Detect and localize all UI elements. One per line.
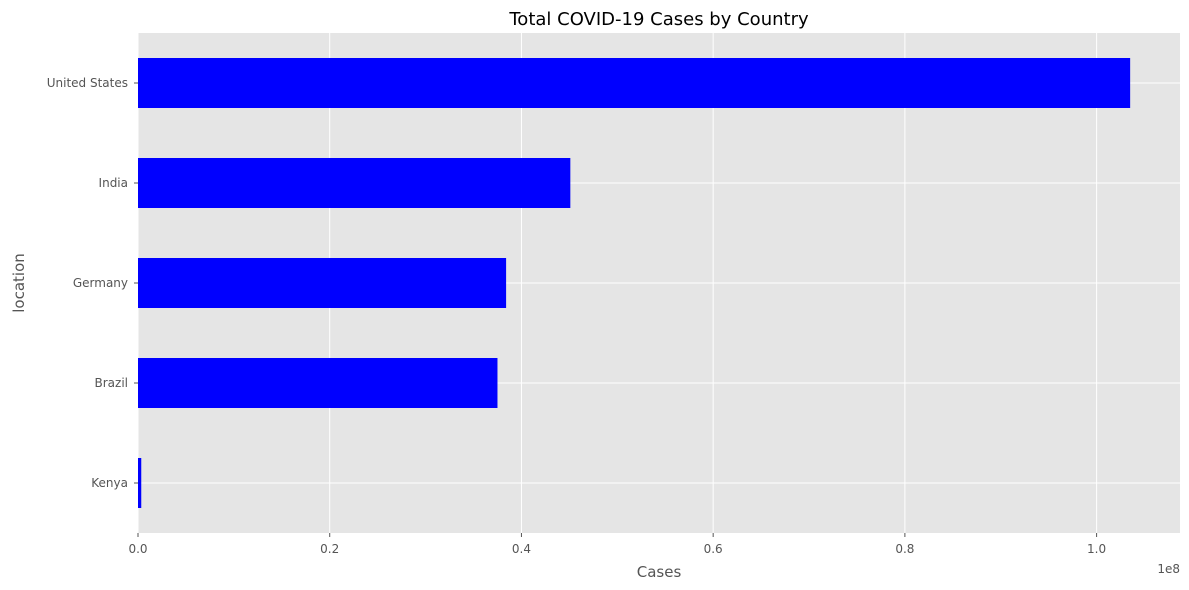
y-axis-label: location — [10, 253, 28, 313]
y-tick-label: Kenya — [91, 476, 128, 490]
bar-united-states — [138, 58, 1131, 108]
x-tick-label: 0.6 — [704, 542, 723, 556]
x-axis-offset-label: 1e8 — [1157, 562, 1180, 576]
x-axis-ticks: 0.0 0.2 0.4 0.6 0.8 1.0 — [128, 533, 1106, 556]
y-tick-label: Brazil — [95, 376, 129, 390]
x-tick-label: 1.0 — [1087, 542, 1106, 556]
y-tick-label: India — [99, 176, 128, 190]
x-axis-label: Cases — [637, 563, 682, 581]
x-tick-label: 0.2 — [320, 542, 339, 556]
y-tick-label: Germany — [73, 276, 128, 290]
x-tick-label: 0.0 — [128, 542, 147, 556]
y-axis-ticks: Kenya Brazil Germany India United States — [47, 76, 138, 490]
bar-kenya — [138, 458, 142, 508]
bar-brazil — [138, 358, 498, 408]
bar-india — [138, 158, 571, 208]
chart-title: Total COVID-19 Cases by Country — [508, 9, 809, 30]
bars — [138, 58, 1131, 508]
x-tick-label: 0.4 — [512, 542, 531, 556]
y-tick-label: United States — [47, 76, 128, 90]
bar-germany — [138, 258, 507, 308]
x-tick-label: 0.8 — [895, 542, 914, 556]
